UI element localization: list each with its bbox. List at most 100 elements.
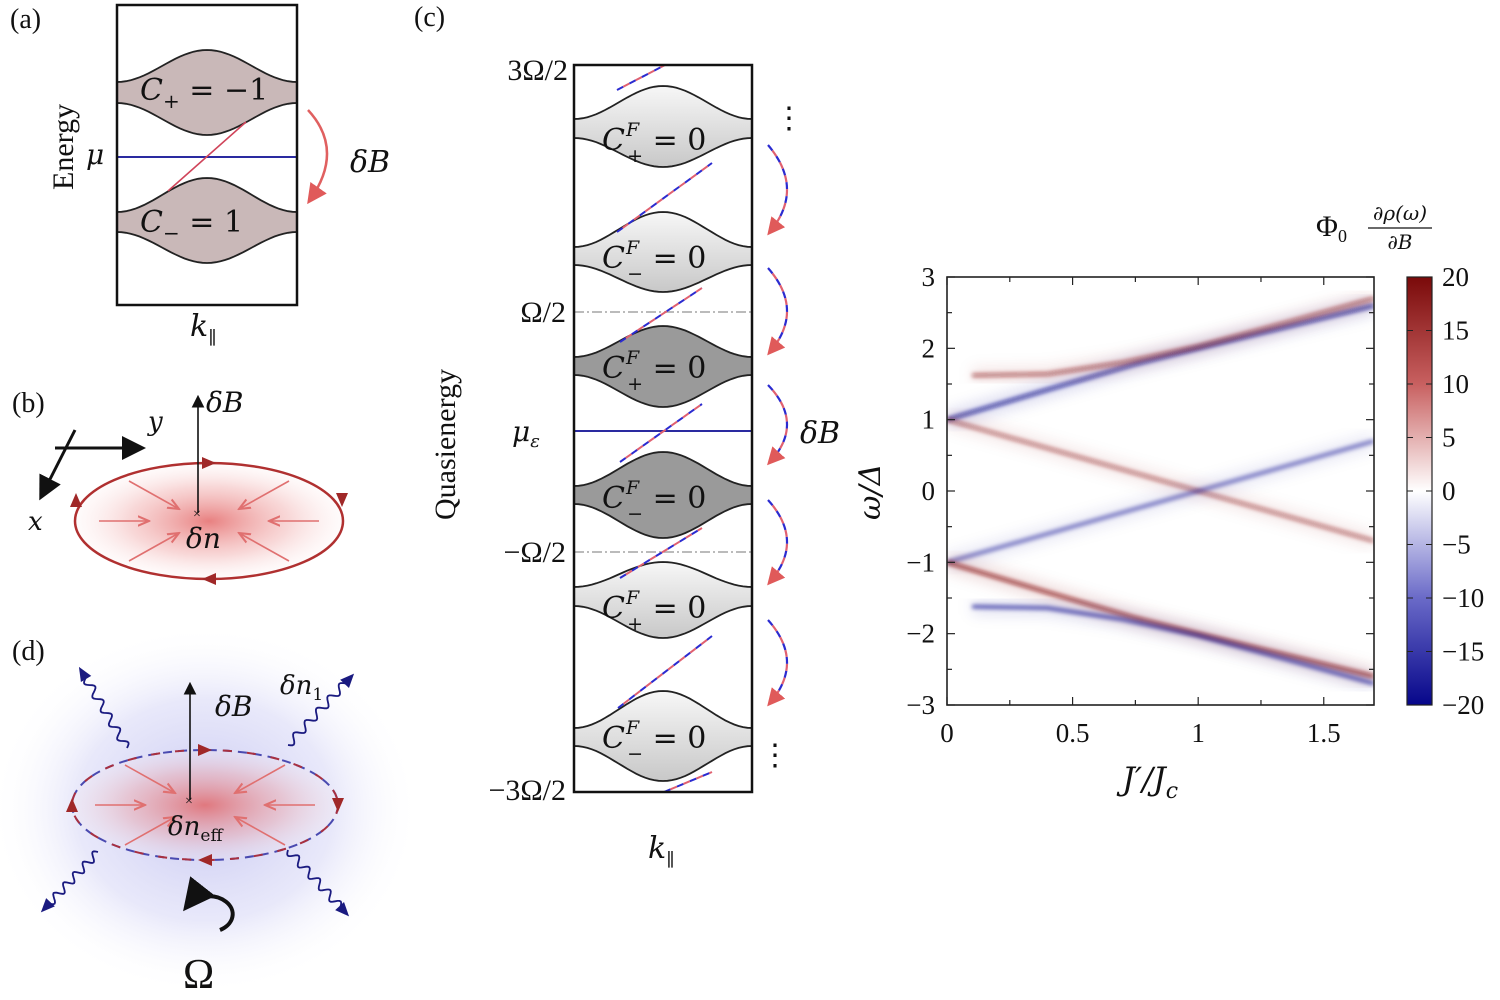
band-edge — [116, 102, 298, 136]
edge-state-red — [619, 287, 703, 343]
band-fill — [117, 50, 297, 135]
panel-c-label: (c) — [414, 2, 445, 33]
band-edge — [573, 690, 753, 729]
x-tick-label: 1.5 — [1307, 718, 1341, 748]
floquet-chern-label: CF − = 0 — [602, 717, 706, 765]
colorbar-tick-label: −20 — [1442, 690, 1484, 720]
panel-d: (d) × δB δn1 δneff Ω — [0, 625, 420, 998]
band-edge — [573, 745, 753, 782]
emission-wave — [286, 849, 343, 908]
energy-band — [116, 177, 298, 264]
panel-c-frame — [572, 63, 754, 794]
direction-triangle-icon — [202, 573, 216, 585]
band-edge — [573, 211, 753, 248]
x-tick-label: 0 — [940, 718, 954, 748]
ellipsis-top: ⋮ — [774, 102, 804, 135]
edge-state-red — [619, 527, 703, 579]
x-axis-label: J′/Jc — [1116, 760, 1178, 804]
effective-density-label: δneff — [168, 812, 224, 846]
x-tick-label: 1 — [1191, 718, 1205, 748]
floquet-bands — [573, 85, 753, 782]
floquet-chern-label: CF − = 0 — [602, 477, 706, 525]
sample-ellipse — [72, 750, 338, 860]
edge-state-blue — [616, 64, 666, 91]
emission-wave — [287, 682, 346, 747]
colorbar-tick-label: −15 — [1442, 637, 1484, 667]
emission-waves — [40, 666, 355, 917]
pump-arrow-blue — [767, 144, 789, 233]
inward-arrow-icon — [124, 764, 175, 793]
band-edge — [573, 503, 753, 539]
y-tick-label: 2 — [922, 333, 936, 363]
inward-arrow-icon — [124, 817, 175, 846]
center-mark-icon: × — [193, 507, 201, 522]
pump-arrow-blue — [767, 499, 789, 583]
curved-arrow-icon — [307, 109, 329, 205]
field-label: δB — [215, 690, 252, 723]
inward-arrow-icon — [239, 533, 290, 562]
energy-band — [573, 451, 753, 539]
y-tick-label: 1 — [922, 405, 936, 435]
energy-band — [573, 561, 753, 639]
density-label: δn — [186, 522, 221, 555]
ytick-half-omega: Ω/2 — [520, 296, 566, 329]
colorbar-tick-label: −5 — [1442, 530, 1471, 560]
rotation-label: Ω — [183, 952, 214, 998]
edge-state-red — [616, 64, 666, 91]
plot-area — [947, 277, 1374, 705]
inward-arrow-icon — [239, 480, 290, 509]
emission-arrow-icon — [340, 673, 355, 688]
edge-state-blue — [663, 771, 713, 793]
panel-c: (c) ⋮ ⋮ δB 3Ω/2 Ω/2 −Ω/2 −3Ω/2 με Quasie… — [414, 2, 840, 871]
current-arrows — [66, 744, 344, 866]
direction-triangle-icon — [66, 798, 78, 812]
emission-arrow-icon — [40, 898, 55, 913]
chern-label-minus: C− = 1 — [140, 205, 243, 245]
band-fill — [574, 452, 752, 538]
x-tick-label: 0.5 — [1056, 718, 1090, 748]
k-parallel-label: k∥ — [190, 309, 217, 349]
panel-a-label: (a) — [10, 4, 41, 35]
x-axis-arrow-icon — [39, 429, 77, 501]
colorbar-ticks: 20 15 10 5 0 −5 −10 −15 −20 — [1407, 262, 1484, 720]
edge-state-blue — [619, 287, 703, 343]
quasienergy-axis-label: Quasienergy — [429, 369, 462, 520]
inward-arrow-icon — [235, 764, 286, 793]
pump-arrow-icon — [767, 619, 789, 707]
y-axis-label: ω/Δ — [853, 464, 888, 520]
ytick-minus-half-omega: −Ω/2 — [503, 536, 566, 569]
band-structure — [116, 49, 298, 264]
colorbar-title-numerator: ∂ρ(ω) — [1373, 201, 1427, 225]
direction-triangle-icon — [198, 744, 212, 756]
colorbar-tick-label: 10 — [1442, 369, 1469, 399]
band-fill — [574, 326, 752, 407]
colorbar-title-denominator: ∂B — [1387, 230, 1412, 254]
energy-band — [573, 325, 753, 408]
band-edge — [573, 451, 753, 487]
edge-state-lines — [616, 64, 713, 793]
emission-arrow-icon — [78, 666, 92, 682]
band-fill — [117, 178, 297, 263]
colorbar-tick-label: 20 — [1442, 262, 1469, 292]
energy-axis-label: Energy — [47, 104, 80, 190]
inward-arrow-icon — [128, 480, 179, 509]
ytick-3-half-omega: 3Ω/2 — [507, 54, 568, 87]
band-fill — [574, 691, 752, 781]
edge-state-blue — [619, 527, 703, 579]
x-axis-label: x — [28, 507, 43, 537]
colorbar-tick-label: 0 — [1442, 476, 1456, 506]
heatmap-feature-negative — [947, 439, 1374, 565]
direction-triangle-icon — [198, 854, 212, 866]
colorbar-title: Φ0 ∂ρ(ω) ∂B — [1316, 201, 1432, 254]
pump-arrow-blue — [767, 267, 789, 353]
heatmap-feature-negative — [972, 604, 1374, 686]
y-tick-label: −1 — [906, 547, 935, 577]
y-tick-label: −2 — [906, 619, 935, 649]
current-arrows — [70, 457, 348, 585]
pump-arrow-icon — [767, 144, 789, 236]
heatmap-feature-positive — [972, 296, 1374, 378]
colorbar-tick-label: 5 — [1442, 423, 1456, 453]
field-label: δB — [206, 386, 243, 419]
